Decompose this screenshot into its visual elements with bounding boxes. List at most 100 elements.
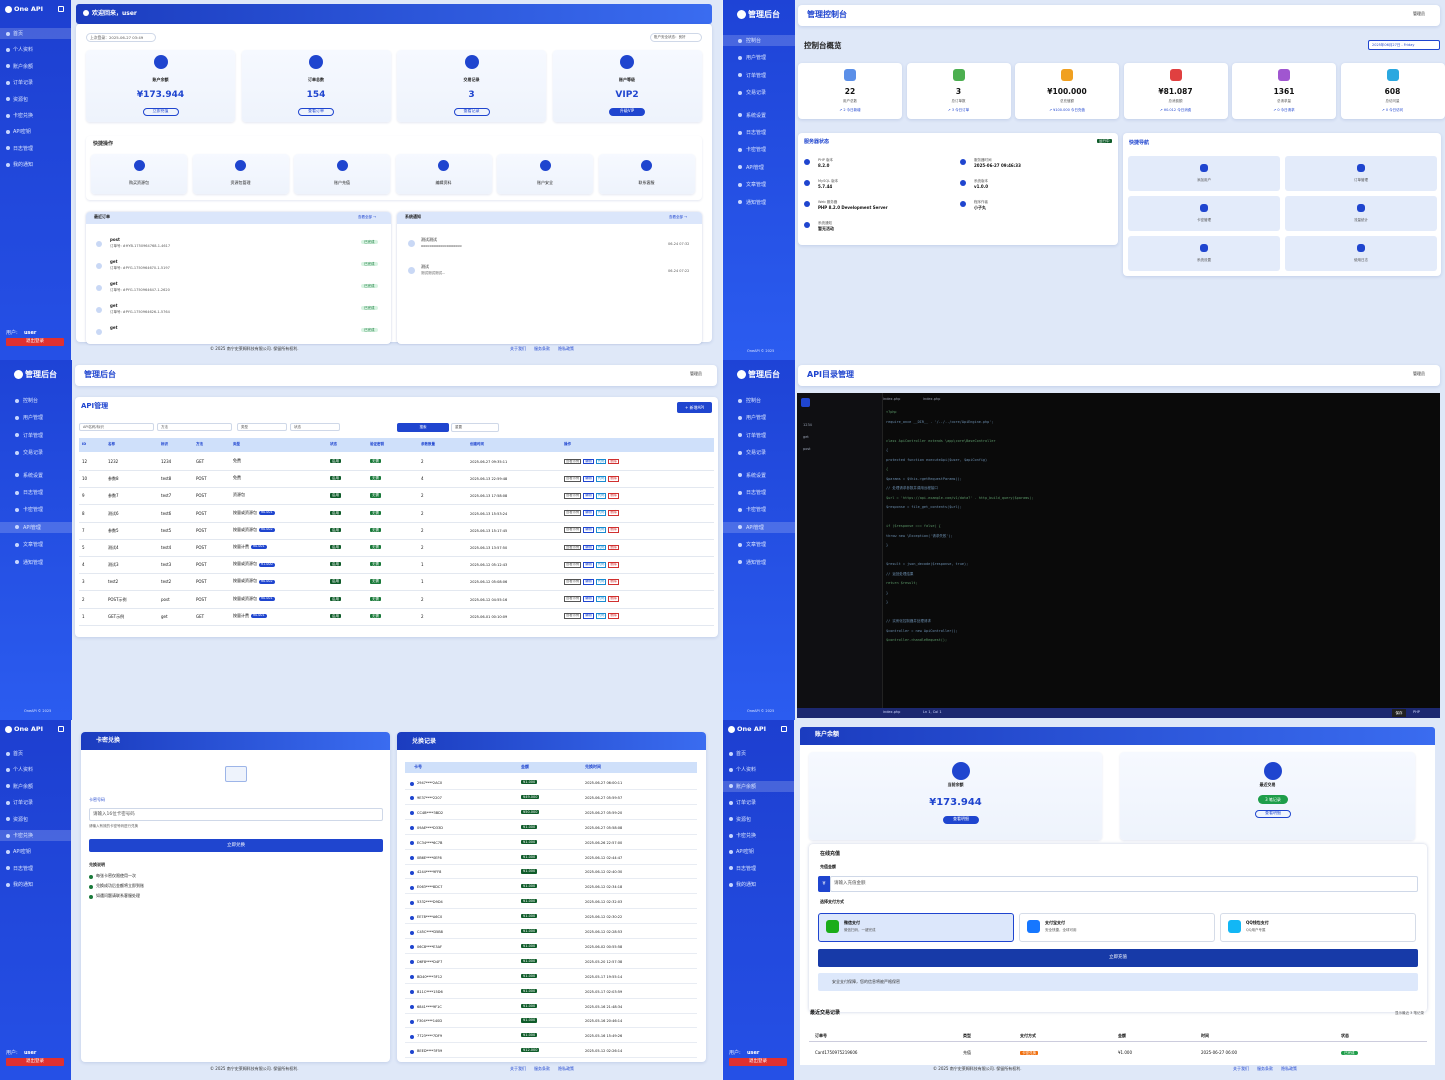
- view-all[interactable]: 查看全部 →: [669, 215, 688, 219]
- menu-item[interactable]: [0, 846, 71, 857]
- action-button[interactable]: 编辑: [583, 578, 594, 585]
- editor-tab[interactable]: index.php: [883, 397, 901, 401]
- action-button[interactable]: 编辑: [583, 544, 594, 551]
- logout-button[interactable]: 退出登录: [6, 338, 64, 346]
- admin-menu[interactable]: 管理员: [1413, 371, 1425, 376]
- nav-tile[interactable]: [1285, 156, 1437, 191]
- admin-menu[interactable]: 管理员: [690, 371, 702, 376]
- tree-item[interactable]: post: [803, 447, 811, 451]
- menu-item[interactable]: [723, 35, 795, 46]
- menu-item[interactable]: [723, 846, 794, 857]
- menu-item[interactable]: [0, 143, 71, 154]
- action-button[interactable]: 删除: [608, 458, 619, 465]
- action-button[interactable]: 删除: [608, 510, 619, 517]
- search-input[interactable]: API名称/标识: [79, 423, 154, 431]
- nav-tile[interactable]: [1128, 196, 1280, 231]
- save-button[interactable]: 保存: [1392, 709, 1406, 717]
- menu-item[interactable]: [723, 863, 794, 874]
- action-button[interactable]: 查看示例: [564, 492, 582, 499]
- action-button[interactable]: 编辑: [583, 475, 594, 482]
- action-button[interactable]: 删除: [608, 561, 619, 568]
- menu-item[interactable]: [0, 110, 71, 121]
- action-button[interactable]: 代码: [595, 596, 607, 603]
- action-button[interactable]: 代码: [595, 527, 607, 534]
- payment-method[interactable]: [818, 913, 1014, 942]
- action-button[interactable]: 删除: [608, 578, 619, 585]
- menu-item[interactable]: [723, 814, 794, 825]
- tree-item[interactable]: 1234: [803, 423, 812, 427]
- menu-item[interactable]: [0, 61, 71, 72]
- action-button[interactable]: 代码: [595, 510, 607, 517]
- action-button[interactable]: 查看示例: [564, 475, 582, 482]
- footer-link[interactable]: 隐私政策: [558, 1066, 574, 1071]
- menu-item[interactable]: [0, 44, 71, 55]
- footer-link[interactable]: 关于我们: [510, 1066, 526, 1071]
- tree-item[interactable]: get: [803, 435, 809, 439]
- reset-button[interactable]: 重置: [451, 423, 499, 432]
- action-button[interactable]: 编辑: [583, 510, 594, 517]
- menu-item[interactable]: [723, 764, 794, 775]
- action-button[interactable]: 查看示例: [564, 613, 582, 620]
- menu-item[interactable]: [723, 797, 794, 808]
- action-button[interactable]: 删除: [608, 492, 619, 499]
- stat-button[interactable]: 升级VIP: [609, 108, 645, 116]
- action-button[interactable]: 编辑: [583, 492, 594, 499]
- menu-item[interactable]: [0, 748, 71, 759]
- stat-button[interactable]: 立即充值: [142, 108, 179, 116]
- action-button[interactable]: 代码: [595, 475, 607, 482]
- action-button[interactable]: 代码: [595, 544, 607, 551]
- nav-tile[interactable]: [1128, 156, 1280, 191]
- editor-tab[interactable]: index.php: [923, 397, 941, 401]
- menu-item[interactable]: [0, 159, 71, 170]
- menu-item[interactable]: [0, 814, 71, 825]
- menu-item[interactable]: [0, 126, 71, 137]
- menu-item[interactable]: [0, 521, 72, 533]
- card-input[interactable]: 请输入16位卡密号码: [89, 808, 383, 821]
- action-button[interactable]: 代码: [595, 492, 607, 499]
- nav-tile[interactable]: [1285, 196, 1437, 231]
- menu-item[interactable]: [0, 797, 71, 808]
- menu-item[interactable]: [0, 863, 71, 874]
- footer-link[interactable]: 关于我们: [510, 346, 526, 351]
- action-button[interactable]: 查看示例: [564, 544, 582, 551]
- status-select[interactable]: 状态: [290, 423, 340, 431]
- footer-link[interactable]: 隐私政策: [1281, 1066, 1297, 1071]
- action-button[interactable]: 代码: [595, 613, 607, 620]
- collapse-button[interactable]: [781, 726, 787, 732]
- menu-item[interactable]: [0, 879, 71, 890]
- nav-tile[interactable]: [1285, 236, 1437, 271]
- payment-method[interactable]: [1220, 913, 1416, 942]
- collapse-button[interactable]: [58, 726, 64, 732]
- logout-button[interactable]: 退出登录: [729, 1058, 787, 1066]
- recent-button[interactable]: 查看明细: [1255, 810, 1291, 818]
- menu-item[interactable]: [723, 521, 795, 533]
- search-button[interactable]: 搜索: [397, 423, 449, 432]
- menu-item[interactable]: [723, 748, 794, 759]
- tree-toolbar-button[interactable]: [801, 398, 810, 407]
- action-button[interactable]: 编辑: [583, 561, 594, 568]
- admin-menu[interactable]: 管理员: [1413, 11, 1425, 16]
- action-button[interactable]: 查看示例: [564, 458, 582, 465]
- payment-method[interactable]: [1019, 913, 1215, 942]
- action-button[interactable]: 代码: [595, 458, 607, 465]
- menu-item[interactable]: [0, 830, 71, 841]
- collapse-button[interactable]: [58, 6, 64, 12]
- action-button[interactable]: 代码: [595, 561, 607, 568]
- action-button[interactable]: 编辑: [583, 458, 594, 465]
- action-button[interactable]: 查看示例: [564, 578, 582, 585]
- action-button[interactable]: 编辑: [583, 527, 594, 534]
- action-button[interactable]: 删除: [608, 596, 619, 603]
- menu-item[interactable]: [0, 28, 71, 39]
- stat-button[interactable]: 查看订单: [298, 108, 334, 116]
- type-select[interactable]: 类型: [237, 423, 287, 431]
- method-select[interactable]: 方法: [157, 423, 232, 431]
- redeem-button[interactable]: 立即兑换: [89, 839, 383, 852]
- footer-link[interactable]: 服务条款: [534, 346, 550, 351]
- menu-item[interactable]: [723, 879, 794, 890]
- logout-button[interactable]: 退出登录: [6, 1058, 64, 1066]
- menu-item[interactable]: [0, 764, 71, 775]
- action-button[interactable]: 删除: [608, 527, 619, 534]
- action-button[interactable]: 删除: [608, 613, 619, 620]
- action-button[interactable]: 查看示例: [564, 510, 582, 517]
- footer-link[interactable]: 服务条款: [534, 1066, 550, 1071]
